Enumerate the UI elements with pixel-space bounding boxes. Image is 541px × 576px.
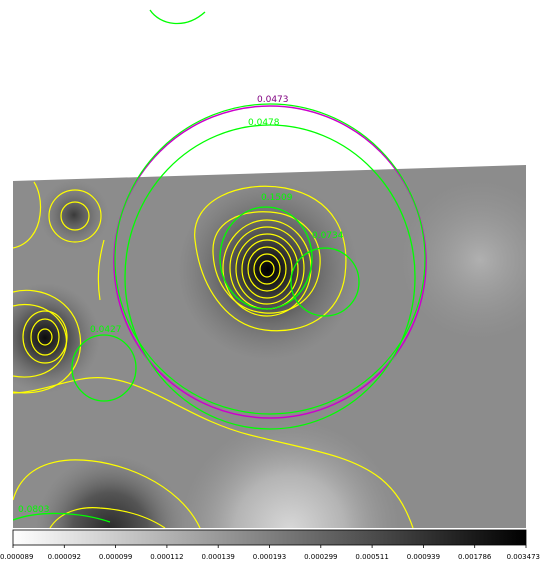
green-arc-top <box>149 9 206 25</box>
colorbar-tick-label: 0.000099 <box>99 553 132 561</box>
green-regions <box>13 206 360 523</box>
colorbar-ticks: 0.000089 0.000092 0.000099 0.000112 0.000139… <box>0 545 540 561</box>
colorbar-tick-label: 0.003473 <box>507 553 540 561</box>
contour-left-source <box>13 289 82 394</box>
colorbar-tick-label: 0.001786 <box>458 553 492 561</box>
green-circle-region-outer <box>114 103 426 415</box>
colorbar: 0.000089 0.000092 0.000099 0.000112 0.000139… <box>0 529 540 561</box>
magenta-region-label: 0.0473 <box>257 95 289 105</box>
colorbar-tick-label: 0.000092 <box>48 553 81 561</box>
colorbar-tick-label: 0.000089 <box>0 553 33 561</box>
magenta-circle-region <box>113 105 427 419</box>
big-region-circles <box>113 103 427 430</box>
colorbar-tick-label: 0.000139 <box>201 553 234 561</box>
colorbar-gradient <box>12 529 527 546</box>
grayscale-image <box>13 165 526 528</box>
contour-main-source <box>194 185 347 332</box>
contour-top-left <box>13 181 105 301</box>
colorbar-tick-label: 0.000299 <box>304 553 337 561</box>
contour-swoops <box>13 377 414 528</box>
source-upper-label: 0.1509 <box>261 193 293 203</box>
colorbar-tick-label: 0.000193 <box>253 553 286 561</box>
source-right-label: 0.0734 <box>312 231 344 241</box>
colorbar-tick-label: 0.000511 <box>355 553 388 561</box>
left-circle-label: 0.0427 <box>90 325 122 335</box>
colorbar-tick-label: 0.000112 <box>150 553 183 561</box>
colorbar-tick-label: 0.000939 <box>407 553 440 561</box>
bottom-left-label: 0.0803 <box>18 505 50 515</box>
green-circle-region-large <box>124 124 416 430</box>
big-green-region-label: 0.0478 <box>248 118 280 128</box>
